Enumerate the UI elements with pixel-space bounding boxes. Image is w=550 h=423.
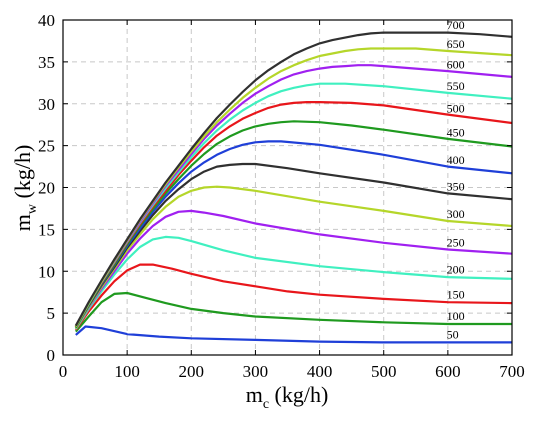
y-tick-labels: 0 5 10 15 20 25 30 35 40 <box>38 11 55 365</box>
x-tick-label: 400 <box>307 362 333 381</box>
y-tick-label: 30 <box>38 95 55 114</box>
series-label-400: 400 <box>447 153 465 167</box>
y-tick-label: 15 <box>38 220 55 239</box>
series-line-50 <box>75 325 512 344</box>
series-line-200 <box>74 235 513 330</box>
series-label-350: 350 <box>447 180 465 194</box>
y-tick-label: 5 <box>47 304 56 323</box>
series-label-550: 550 <box>447 79 465 93</box>
series-group <box>74 31 513 344</box>
x-tick-label: 700 <box>499 362 525 381</box>
series-labels: 50 100 150 200 250 300 350 400 450 500 550 600 650 70… <box>447 18 465 341</box>
series-label-650: 650 <box>447 37 465 51</box>
x-tick-label: 600 <box>435 362 461 381</box>
y-tick-label: 35 <box>38 53 55 72</box>
x-tick-label: 500 <box>371 362 397 381</box>
x-tick-labels: 0 100 200 300 400 500 600 700 <box>59 362 525 381</box>
x-tick-label: 300 <box>243 362 269 381</box>
x-tick-label: 200 <box>179 362 205 381</box>
series-label-600: 600 <box>447 57 465 71</box>
y-tick-label: 10 <box>38 262 55 281</box>
y-axis-label: mw (kg/h) <box>10 145 40 232</box>
series-label-450: 450 <box>447 125 465 139</box>
series-label-50: 50 <box>447 327 459 341</box>
series-label-150: 150 <box>447 287 465 301</box>
series-label-100: 100 <box>447 309 465 323</box>
y-tick-label: 0 <box>47 346 56 365</box>
y-tick-label: 20 <box>38 179 55 198</box>
series-line-100 <box>74 291 512 333</box>
y-tick-label: 40 <box>38 11 55 30</box>
series-label-700: 700 <box>447 18 465 32</box>
series-label-300: 300 <box>447 207 465 221</box>
x-tick-label: 0 <box>59 362 68 381</box>
series-line-250 <box>74 209 513 329</box>
ticks <box>62 19 513 356</box>
series-line-150 <box>74 263 513 331</box>
x-axis-label: mc (kg/h) <box>246 382 329 412</box>
series-label-200: 200 <box>447 262 465 276</box>
x-tick-label: 100 <box>114 362 140 381</box>
series-label-500: 500 <box>447 101 465 115</box>
y-tick-label: 25 <box>38 137 55 156</box>
series-label-250: 250 <box>447 235 465 249</box>
series-line-700 <box>74 31 513 327</box>
